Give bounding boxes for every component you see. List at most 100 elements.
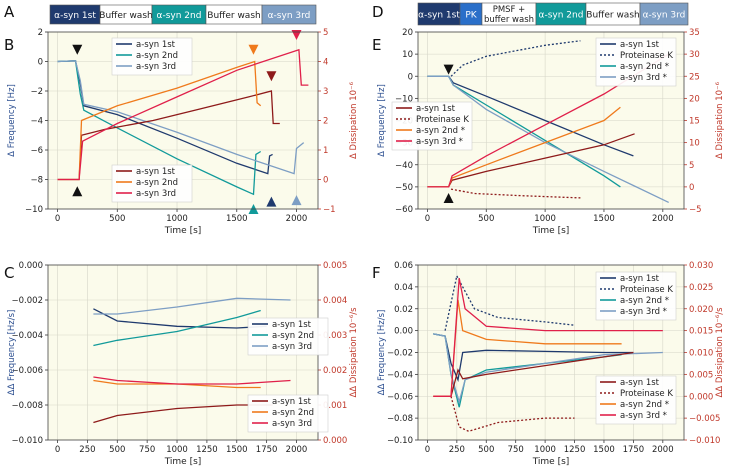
y2-tick-label: 0.005 <box>689 370 713 380</box>
y2-tick-label: −0.010 <box>689 436 720 446</box>
x-tick-label: 0 <box>55 214 60 224</box>
event-marker <box>291 29 302 40</box>
x-tick-label: 1750 <box>623 445 645 455</box>
y2-tick-label: 5 <box>323 28 328 38</box>
legend-box <box>595 271 677 321</box>
series-line-right-5 <box>57 48 309 181</box>
y-tick-label: −0.002 <box>12 296 43 306</box>
legend-label: a-syn 3rd * <box>620 307 667 317</box>
y-tick-label: −0.06 <box>387 392 413 402</box>
timeline-segment <box>261 4 317 25</box>
y2-tick-label: 0.000 <box>689 392 713 402</box>
x-axis-label: Time [s] <box>164 226 202 236</box>
series-line-left-3 <box>433 333 663 405</box>
legend-label: a-syn 1st <box>272 397 312 407</box>
plot-frame <box>417 264 685 441</box>
y2-tick-label: 0.010 <box>689 349 713 359</box>
legend-label: a-syn 2nd * <box>620 62 669 72</box>
legend-label: a-syn 3rd * <box>620 73 667 83</box>
legend-label: a-syn 1st <box>620 378 660 388</box>
series-line-right-4 <box>57 60 262 181</box>
y2-axis-label: ΔΔ Dissipation 10⁻⁶/s <box>349 307 359 398</box>
legend-label: a-syn 2nd <box>272 331 314 341</box>
series-line-left-1 <box>57 60 262 196</box>
y-tick-label: −6 <box>30 146 43 156</box>
x-tick-label: 250 <box>449 445 465 455</box>
panel-label-F: F <box>372 264 381 282</box>
series-line-left-1 <box>450 40 581 77</box>
timeline-segment <box>639 2 689 26</box>
series-group <box>57 48 309 196</box>
y-tick-label: −0.004 <box>12 331 43 341</box>
legend-box <box>391 101 473 151</box>
x-tick-label: 0 <box>425 214 430 224</box>
series-line-left-1 <box>93 309 261 347</box>
y2-tick-label: 20 <box>689 94 700 104</box>
series-group <box>427 40 670 203</box>
y2-tick-label: 0.020 <box>689 305 713 315</box>
event-marker <box>72 44 83 55</box>
legend-label: a-syn 1st <box>136 167 176 177</box>
x-tick-label: 250 <box>79 445 95 455</box>
y2-axis-label: Δ Dissipation 10⁻⁶ <box>349 81 359 159</box>
y-tick-label: 0 <box>38 58 43 68</box>
legend-label: Proteinase K <box>620 285 673 295</box>
y-tick-label: 0.04 <box>394 283 413 293</box>
y2-tick-label: −0.005 <box>689 414 720 424</box>
panel-label-A: A <box>4 3 15 21</box>
timeline-label: PK <box>465 11 477 21</box>
event-marker <box>443 64 454 75</box>
chart-B: 0 500 1000 1500 2000−10−8−6−4−202−1012345Tim… <box>7 28 359 236</box>
y2-tick-label: −1 <box>323 205 336 215</box>
timeline-label: α-syn 1st <box>54 11 96 21</box>
x-tick-label: 2000 <box>652 445 674 455</box>
legend-label: a-syn 1st <box>620 274 660 284</box>
x-axis-label: Time [s] <box>532 457 570 467</box>
x-tick-label: 1000 <box>534 214 556 224</box>
y-tick-label: 0.06 <box>394 261 413 271</box>
legend-label: a-syn 3rd <box>272 419 312 429</box>
x-tick-label: 1500 <box>593 214 615 224</box>
y2-tick-label: 2 <box>323 117 328 127</box>
panel-labels: A B C D E F <box>4 3 384 282</box>
y-tick-label: 20 <box>402 28 413 38</box>
x-tick-label: 1500 <box>226 445 248 455</box>
y-tick-label: 0.000 <box>19 261 43 271</box>
y-tick-label: −0.008 <box>12 401 43 411</box>
y2-tick-label: 4 <box>323 58 328 68</box>
legend-box <box>595 375 677 425</box>
x-tick-label: 1500 <box>226 214 248 224</box>
y-tick-label: 0 <box>408 72 413 82</box>
y-tick-label: 0.00 <box>394 327 413 337</box>
x-tick-label: 500 <box>109 214 125 224</box>
event-marker <box>443 192 454 203</box>
legend-label: a-syn 1st <box>620 40 660 50</box>
legend-label: a-syn 3rd <box>136 62 176 72</box>
y-tick-label: 0.02 <box>394 305 413 315</box>
series-line-right-4 <box>433 351 634 397</box>
chart-E: 0500100015002000−60−50−40−30−20−1001020−… <box>377 28 725 236</box>
timeline-label: Buffer wash <box>586 11 639 21</box>
panel-label-C: C <box>4 264 14 282</box>
series-line-left-3 <box>427 75 669 203</box>
timeline-label: α-syn 1st <box>418 11 460 21</box>
y-tick-label: −10 <box>395 94 413 104</box>
y2-tick-label: 0.001 <box>323 401 347 411</box>
y-axis-label: ΔΔ Frequency [Hz/s] <box>7 310 17 396</box>
y2-tick-label: 0.025 <box>689 283 713 293</box>
series-line-left-2 <box>93 297 291 315</box>
x-tick-label: 2000 <box>652 214 674 224</box>
timeline-left: α-syn 1st Buffer wash α-syn 2nd Buffer wash… <box>49 4 317 25</box>
legend-label: Proteinase K <box>416 115 469 125</box>
y2-tick-label: 5 <box>689 161 694 171</box>
x-tick-label: 750 <box>139 445 155 455</box>
y-tick-label: −4 <box>30 117 43 127</box>
y2-tick-label: 0.003 <box>323 331 347 341</box>
y-tick-label: −2 <box>30 87 43 97</box>
